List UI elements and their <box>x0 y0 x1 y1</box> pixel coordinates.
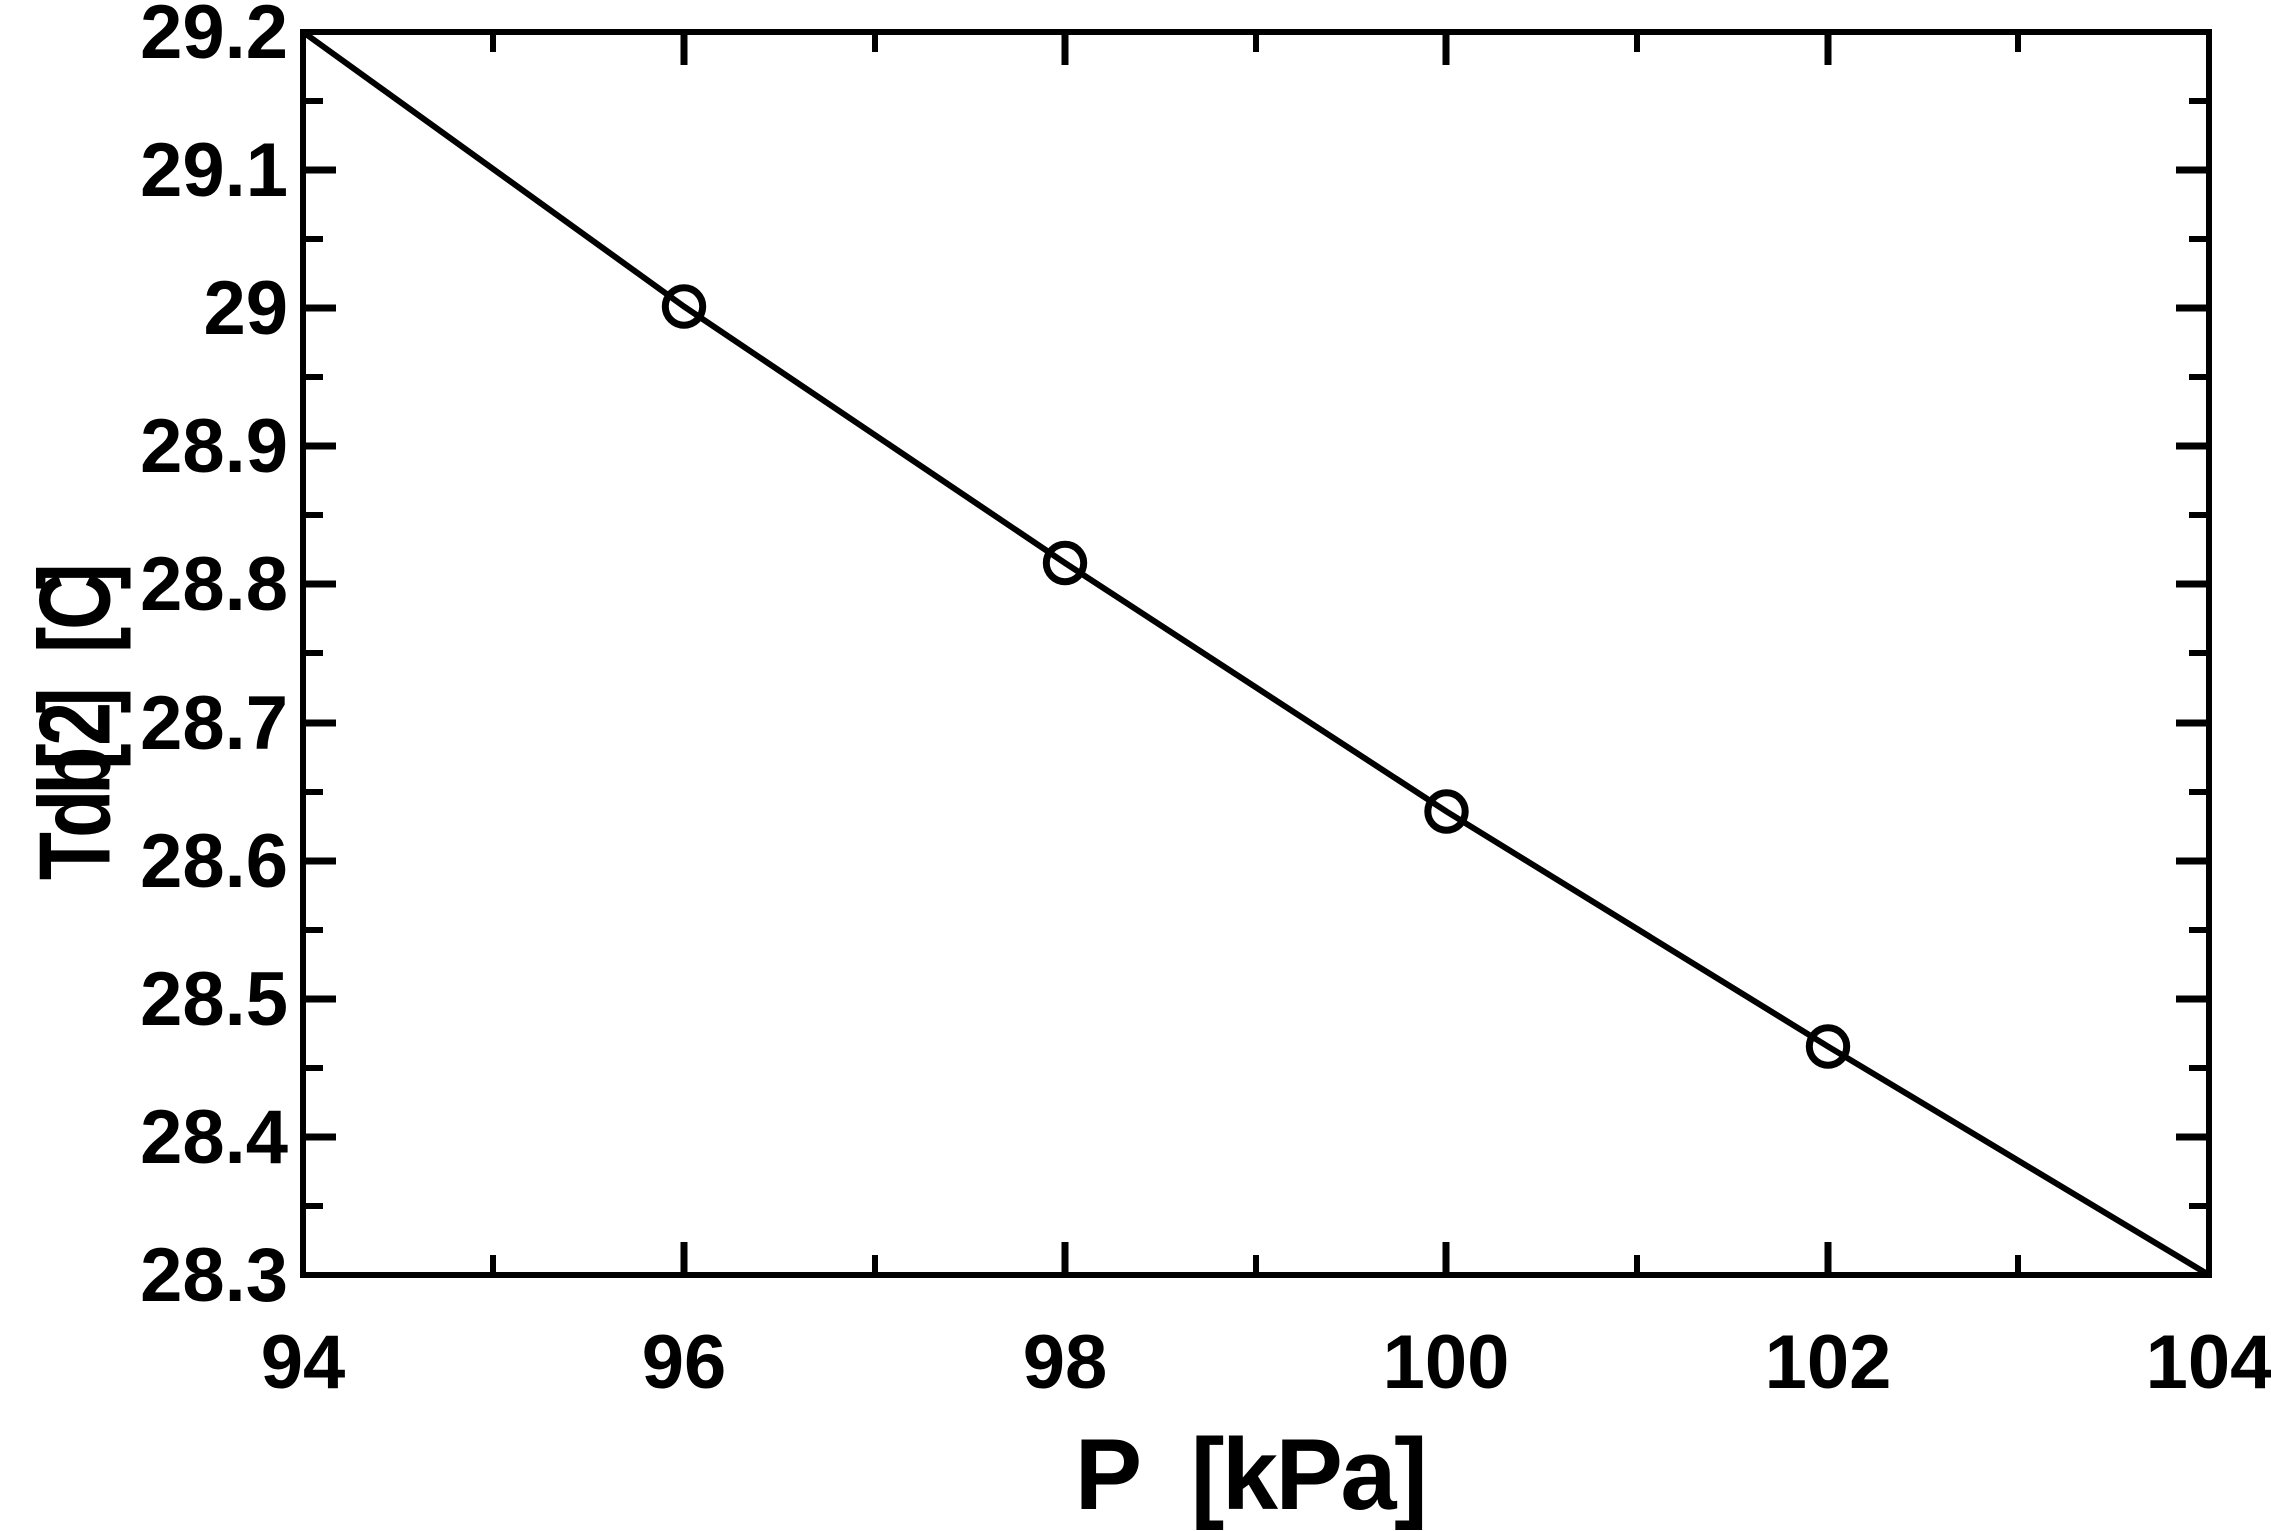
svg-text:96: 96 <box>642 1320 727 1405</box>
svg-text:28.3: 28.3 <box>140 1233 288 1318</box>
svg-text:Tdb[2][C]: Tdb[2][C] <box>19 563 132 880</box>
svg-text:98: 98 <box>1023 1320 1108 1405</box>
svg-text:28.4: 28.4 <box>140 1095 288 1180</box>
svg-text:29: 29 <box>203 266 288 351</box>
svg-text:100: 100 <box>1383 1320 1510 1405</box>
svg-text:104: 104 <box>2146 1320 2271 1405</box>
svg-text:28.5: 28.5 <box>140 957 288 1042</box>
svg-text:28.6: 28.6 <box>140 819 288 904</box>
svg-text:28.9: 28.9 <box>140 404 288 489</box>
svg-text:28.8: 28.8 <box>140 542 288 627</box>
svg-text:29.2: 29.2 <box>140 0 288 75</box>
svg-text:29.1: 29.1 <box>140 128 288 213</box>
svg-text:94: 94 <box>261 1320 346 1405</box>
svg-text:P [kPa]: P [kPa] <box>1075 1419 1425 1531</box>
svg-text:28.7: 28.7 <box>140 681 288 766</box>
svg-text:102: 102 <box>1765 1320 1892 1405</box>
